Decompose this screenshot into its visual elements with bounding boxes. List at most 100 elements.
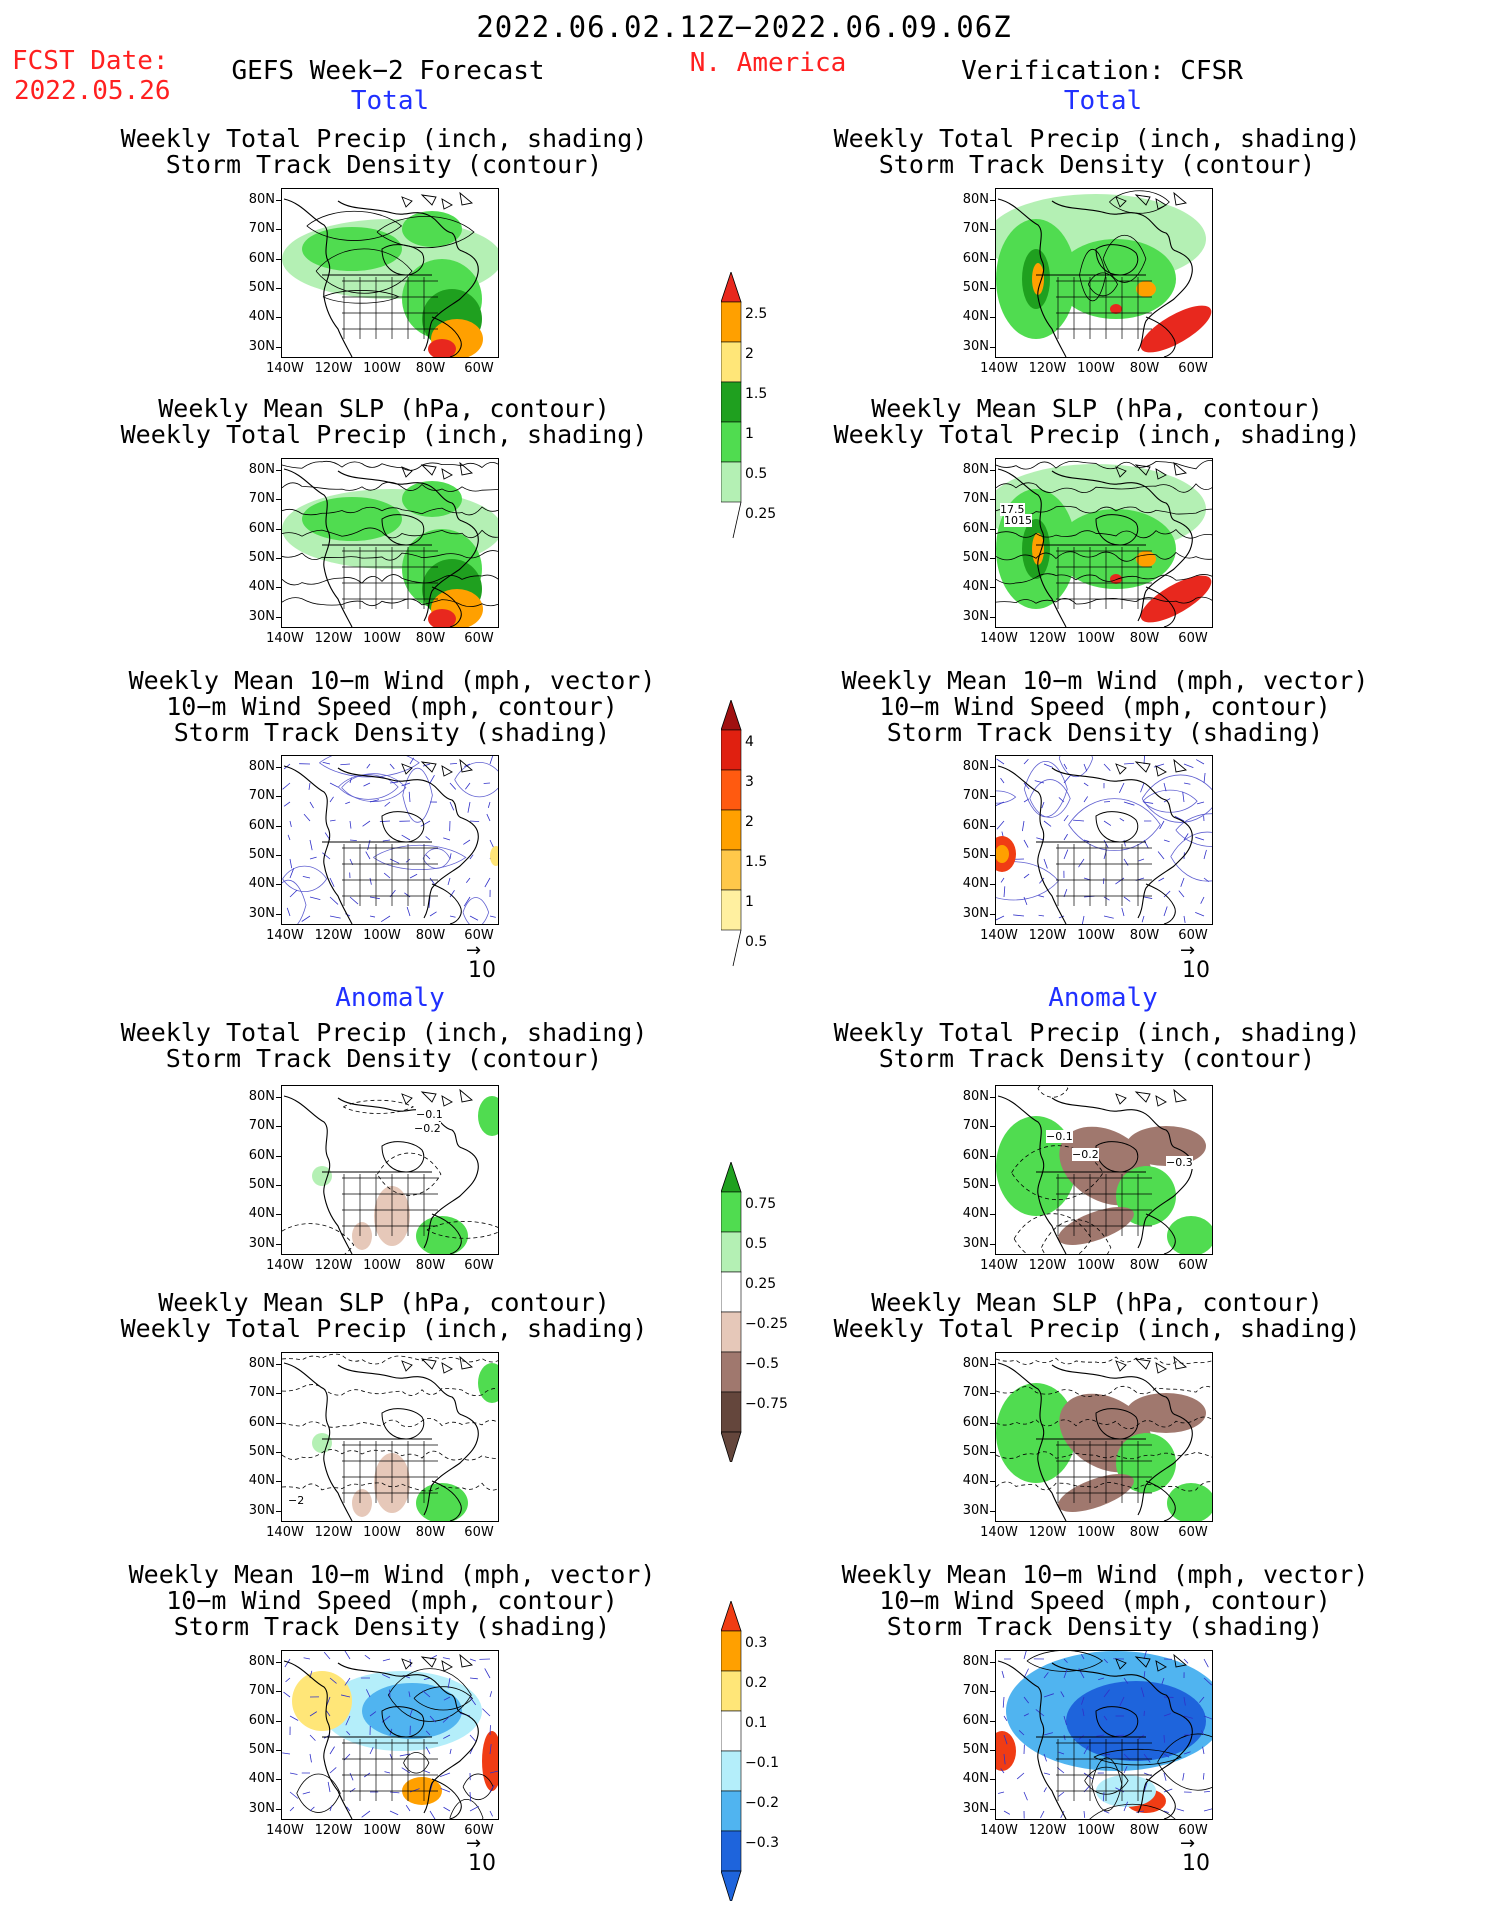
lat-label: 80N [962, 1356, 989, 1371]
wind-speed-contour [996, 790, 1017, 804]
precip-anomaly-colorbar-label: −0.25 [745, 1316, 788, 1332]
wind-vector [383, 872, 391, 879]
storm-anomaly-colorbar-top-tip [721, 1601, 742, 1632]
lat-label: 60N [248, 520, 275, 536]
wind-vector [369, 896, 380, 900]
contour-label: −2 [288, 1494, 305, 1507]
wind-vector [1078, 858, 1085, 868]
wind-vector [464, 763, 471, 767]
total-wind-left-map-canvas [282, 756, 498, 924]
wind-vector [1157, 851, 1165, 860]
hudson-bay [1095, 244, 1139, 276]
west-coastline [283, 1660, 353, 1819]
precip-total-colorbar-label: 1.5 [745, 386, 768, 402]
lat-label: 70N [248, 491, 275, 507]
anomaly-precip-storm-right-title-line-2: Storm Track Density (contour) [878, 1044, 1316, 1073]
lat-tick [276, 1451, 281, 1453]
lat-label: 40N [962, 876, 989, 892]
lat-tick [990, 796, 995, 798]
lat-label: 30N [962, 1800, 989, 1816]
lat-tick [990, 1155, 995, 1157]
wind-anom-vector [389, 1810, 399, 1816]
lat-tick [990, 1243, 995, 1245]
wind-vector [345, 801, 351, 805]
wind-speed-contour [319, 756, 420, 778]
wind-vector [349, 839, 357, 842]
total-precip-storm-right-map [995, 188, 1213, 358]
wind-vector [1103, 915, 1114, 919]
wind-anom-vector [1183, 1751, 1191, 1755]
hudson-bay [1095, 811, 1139, 843]
total-wind-left-title-line-2: 10−m Wind Speed (mph, contour) [166, 692, 618, 721]
wind-vector [283, 801, 291, 807]
vector-reference-arrow-icon: → [466, 940, 482, 961]
hudson-bay [1095, 1408, 1139, 1440]
wind-anom-vector [447, 1677, 451, 1689]
wind-vector [366, 763, 371, 769]
precip-anomaly-colorbar-segment [721, 1311, 742, 1353]
contour-label: −0.3 [1166, 1156, 1193, 1169]
wind-vector [996, 915, 1005, 921]
lat-label: 60N [248, 1414, 275, 1430]
hudson-bay [381, 514, 425, 546]
wind-anom-vector [1058, 1751, 1065, 1755]
wind-anom-vector [1199, 1696, 1205, 1703]
wind-anom-vector [998, 1791, 1005, 1794]
wind-vector [380, 915, 391, 923]
slp-anom-contour [996, 1385, 1212, 1397]
wind-anom-vector [1001, 1670, 1005, 1679]
lon-label: 80W [1129, 1823, 1160, 1838]
lon-label: 100W [363, 1525, 401, 1540]
dry-anom-shade [1126, 1393, 1206, 1433]
wind-anom-vector [489, 1743, 492, 1755]
lat-label: 70N [962, 1385, 989, 1401]
lon-label: 60W [464, 1525, 494, 1540]
wind-anom-vector [1063, 1734, 1066, 1741]
wind-anom-contour [403, 1752, 430, 1774]
gulf-coast [431, 586, 462, 627]
slp-anom-contour [282, 1353, 498, 1365]
east-coastline [337, 1364, 479, 1516]
storm-total-colorbar-label: 3 [745, 774, 754, 790]
wind-anom-vector [1043, 1787, 1047, 1793]
lon-label: 80W [1129, 928, 1160, 943]
wind-vector [1041, 801, 1045, 809]
storm-anomaly-colorbar-segment [721, 1830, 742, 1872]
wind-vector [463, 839, 471, 845]
wind-vector [1200, 896, 1205, 904]
wind-vector [369, 877, 372, 885]
lat-tick [276, 587, 281, 589]
wind-vector [329, 782, 339, 788]
storm-anomaly-colorbar-label: −0.3 [745, 1835, 779, 1851]
west-coastline [997, 1095, 1067, 1254]
anom-slp-precip-left-map [281, 1352, 499, 1522]
wind-vector [447, 877, 451, 886]
wind-anom-contour [296, 1773, 341, 1813]
wind-vector [329, 915, 341, 919]
lat-label: 50N [962, 1741, 989, 1757]
wind-vector [449, 853, 452, 860]
lat-tick [990, 346, 995, 348]
wind-anom-vector [1183, 1696, 1186, 1706]
lon-label: 80W [1129, 1525, 1160, 1540]
storm-anom-shade [996, 1731, 1016, 1771]
storm-anomaly-colorbar-label: 0.3 [745, 1635, 768, 1651]
wind-vector [1182, 791, 1185, 803]
wind-anom-vector [1023, 1713, 1029, 1717]
lat-tick [276, 913, 281, 915]
wind-vector [489, 839, 494, 848]
storm-total-colorbar-label: 2 [745, 814, 754, 830]
storm-anomaly-colorbar-segment [721, 1750, 742, 1792]
lat-tick [276, 229, 281, 231]
wind-anom-vector [489, 1784, 495, 1793]
hudson-bay [381, 811, 425, 843]
wind-vector [1143, 801, 1154, 804]
wind-anom-vector [1123, 1801, 1128, 1812]
slp-contour [282, 481, 498, 492]
wind-vector [401, 782, 411, 787]
lat-label: 50N [248, 549, 275, 565]
lon-label: 100W [363, 631, 401, 646]
precip-anomaly-colorbar-bottom-tip [721, 1431, 742, 1462]
wind-anom-vector [408, 1691, 411, 1698]
storm-total-colorbar-segment [721, 889, 742, 931]
